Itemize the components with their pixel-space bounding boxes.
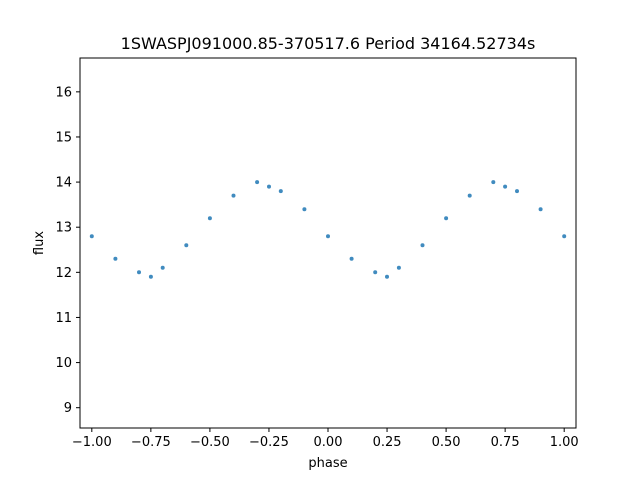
data-point	[267, 184, 271, 189]
data-point	[385, 274, 389, 279]
data-point	[231, 193, 236, 198]
x-tick-label: −0.25	[249, 435, 289, 450]
data-point	[349, 256, 354, 261]
data-point	[491, 180, 496, 185]
y-tick-label: 14	[55, 176, 72, 191]
data-point	[184, 243, 189, 248]
y-tick-label: 12	[55, 266, 72, 281]
data-point	[207, 216, 212, 221]
data-point	[373, 270, 378, 275]
data-point	[503, 184, 508, 189]
x-tick-label: −1.00	[72, 435, 112, 450]
data-point	[148, 274, 153, 279]
data-point	[160, 265, 165, 270]
x-tick-label: 0.25	[373, 435, 402, 450]
data-point	[113, 256, 118, 261]
data-point	[562, 234, 567, 239]
x-axis-label: phase	[308, 456, 347, 471]
data-point	[444, 216, 449, 221]
y-tick-label: 15	[55, 130, 72, 145]
chart-title: 1SWASPJ091000.85-370517.6 Period 34164.5…	[121, 34, 536, 53]
data-point	[538, 207, 543, 212]
y-tick-label: 10	[55, 356, 72, 371]
y-tick-label: 9	[64, 401, 72, 416]
x-tick-label: 1.00	[550, 435, 579, 450]
x-tick-label: −0.50	[190, 435, 230, 450]
data-point	[515, 189, 519, 194]
data-point	[420, 243, 425, 248]
x-tick-label: 0.50	[432, 435, 461, 450]
data-point	[255, 180, 260, 185]
data-point	[326, 234, 330, 239]
data-point	[467, 193, 472, 198]
data-point	[137, 270, 141, 275]
data-point	[278, 189, 283, 194]
y-axis-label: flux	[32, 231, 47, 255]
data-point	[302, 207, 307, 212]
data-points-layer	[89, 180, 567, 279]
x-axis-ticks: −1.00 −0.75 −0.50 −0.25 0.00 0.25 0.50 0.75 1.00	[72, 428, 579, 450]
x-tick-label: −0.75	[131, 435, 171, 450]
y-tick-label: 11	[55, 311, 72, 326]
y-tick-label: 13	[55, 221, 72, 236]
x-tick-label: 0.00	[314, 435, 343, 450]
data-point	[396, 265, 401, 270]
x-tick-label: 0.75	[491, 435, 520, 450]
data-point	[89, 234, 94, 239]
y-tick-label: 16	[55, 85, 72, 100]
y-axis-ticks: 9 10 11 12 13 14 15 16	[55, 85, 80, 416]
